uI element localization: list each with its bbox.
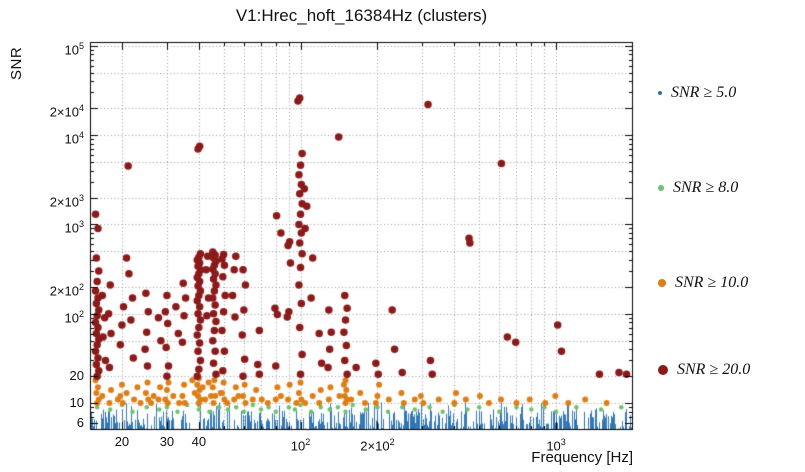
legend-entry-snr10: SNR ≥ 10.0 <box>658 274 748 292</box>
chart-title: V1:Hrec_hoft_16384Hz (clusters) <box>235 6 488 25</box>
snr20-marker-icon <box>658 365 668 375</box>
x-axis-title: Frequency [Hz] <box>531 449 633 466</box>
snr8-marker-icon <box>658 185 664 191</box>
legend-label-snr10: SNR ≥ 10.0 <box>675 274 749 291</box>
y-axis-title: SNR <box>8 46 25 80</box>
legend-entry-snr5: SNR ≥ 5.0 <box>658 84 736 102</box>
legend: SNR ≥ 5.0 SNR ≥ 8.0 SNR ≥ 10.0 SNR ≥ 20.… <box>648 0 805 472</box>
snr10-marker-icon <box>658 279 666 287</box>
legend-label-snr20: SNR ≥ 20.0 <box>677 361 751 378</box>
snr5-marker-icon <box>658 91 662 95</box>
legend-entry-snr20: SNR ≥ 20.0 <box>658 361 750 379</box>
legend-label-snr5: SNR ≥ 5.0 <box>671 84 737 101</box>
legend-label-snr8: SNR ≥ 8.0 <box>673 179 739 196</box>
legend-entry-snr8: SNR ≥ 8.0 <box>658 179 738 197</box>
